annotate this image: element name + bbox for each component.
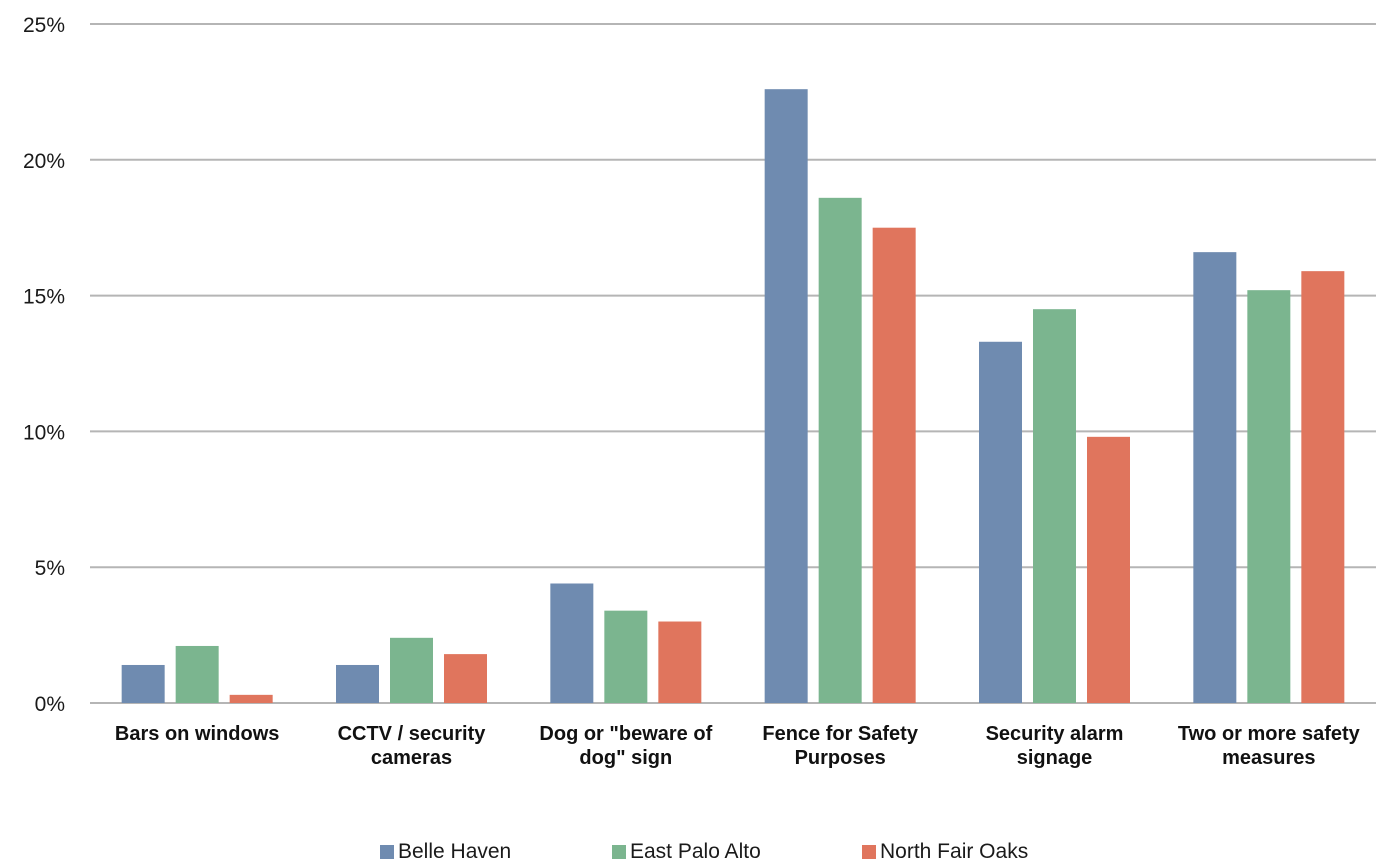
x-category-label: Security alarm signage	[986, 723, 1124, 769]
bar-east-palo-alto	[1033, 309, 1076, 703]
bar-north-fair-oaks	[444, 654, 487, 703]
x-category-label: Fence for Safety Purposes	[762, 723, 918, 769]
y-tick-label: 0%	[35, 693, 65, 716]
bar-north-fair-oaks	[658, 621, 702, 703]
bar-belle-haven	[336, 664, 379, 703]
x-category-label: Bars on windows	[115, 723, 279, 745]
x-category-label-line: Bars on windows	[115, 723, 279, 745]
y-tick-label: 5%	[35, 557, 65, 580]
bars	[121, 89, 1345, 704]
legend-item: East Palo Alto	[612, 840, 761, 863]
legend-label: East Palo Alto	[630, 840, 761, 863]
bar-belle-haven	[764, 89, 808, 703]
bar-belle-haven	[1193, 252, 1237, 704]
bar-east-palo-alto	[818, 197, 862, 703]
y-axis-ticks: 0% 5% 10% 15% 20% 25%	[23, 14, 65, 716]
legend-label: Belle Haven	[398, 840, 512, 863]
x-category-label: Two or more safety measures	[1178, 723, 1361, 769]
x-category-label-line: CCTV / security	[338, 723, 487, 745]
x-category-label: CCTV / security cameras	[338, 723, 487, 769]
x-category-label-line: Purposes	[795, 747, 886, 769]
gridlines	[90, 23, 1376, 704]
legend: Belle Haven East Palo Alto North Fair Oaks	[0, 840, 1376, 863]
bar-belle-haven	[550, 583, 594, 703]
x-category-label-line: Fence for Safety	[762, 723, 918, 745]
x-category-label-line: Security alarm	[986, 723, 1124, 745]
bar-east-palo-alto	[604, 610, 648, 703]
x-category-label: Dog or "beware of dog" sign	[539, 723, 712, 769]
bar-north-fair-oaks	[872, 227, 916, 703]
bar-north-fair-oaks	[1301, 271, 1345, 703]
bar-east-palo-alto	[175, 645, 219, 703]
bar-belle-haven	[121, 664, 165, 703]
x-axis-categories: Bars on windows CCTV / security cameras Dog…	[115, 723, 1361, 769]
y-tick-label: 25%	[23, 14, 65, 37]
legend-swatch	[612, 844, 626, 859]
x-category-label-line: measures	[1222, 747, 1315, 769]
legend-swatch	[862, 844, 876, 859]
legend-label: North Fair Oaks	[880, 840, 1029, 863]
bar-north-fair-oaks	[1087, 436, 1130, 703]
y-tick-label: 10%	[23, 421, 65, 444]
x-category-label-line: Two or more safety	[1178, 723, 1361, 745]
legend-item: North Fair Oaks	[862, 840, 1028, 863]
bar-belle-haven	[979, 341, 1022, 703]
x-category-label-line: cameras	[371, 747, 452, 769]
y-tick-label: 20%	[23, 150, 65, 173]
legend-swatch	[380, 844, 394, 859]
bar-chart: 0% 5% 10% 15% 20% 25% Bars on windows CCTV / s…	[23, 14, 1376, 769]
bar-east-palo-alto	[1247, 290, 1291, 703]
y-tick-label: 15%	[23, 286, 65, 309]
x-category-label-line: signage	[1017, 747, 1093, 769]
x-category-label-line: dog" sign	[579, 747, 672, 769]
legend-item: Belle Haven	[380, 840, 511, 863]
bar-east-palo-alto	[390, 637, 433, 703]
x-category-label-line: Dog or "beware of	[539, 723, 712, 745]
bar-north-fair-oaks	[229, 694, 273, 703]
